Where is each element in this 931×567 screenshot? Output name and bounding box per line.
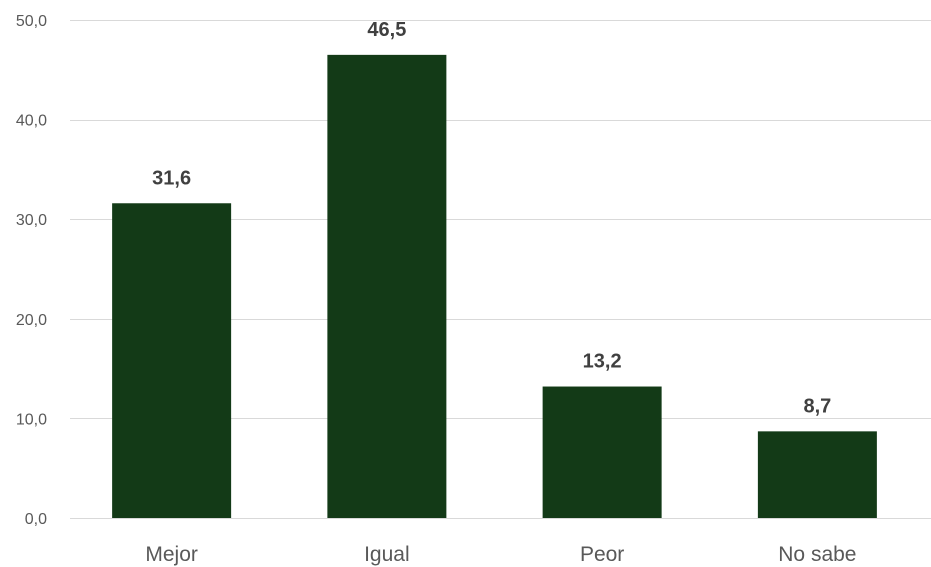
y-tick-label: 10,0 <box>16 411 47 428</box>
y-tick-label: 50,0 <box>16 13 47 30</box>
y-tick-label: 40,0 <box>16 113 47 130</box>
data-label: 8,7 <box>803 395 831 417</box>
data-labels: 31,6 46,5 13,2 8,7 <box>152 19 831 417</box>
y-tick-label: 20,0 <box>16 312 47 329</box>
bar <box>112 203 232 518</box>
x-tick-label: Mejor <box>145 543 198 566</box>
data-label: 13,2 <box>583 351 622 373</box>
x-tick-label: No sabe <box>778 543 856 566</box>
data-label: 46,5 <box>367 19 406 41</box>
bars <box>112 54 877 519</box>
x-axis-categories: Mejor Igual Peor No sabe <box>145 543 856 566</box>
y-tick-label: 30,0 <box>16 212 47 229</box>
x-tick-label: Igual <box>364 543 410 566</box>
y-axis-ticks: 0,0 10,0 20,0 30,0 40,0 50,0 <box>16 13 47 528</box>
x-tick-label: Peor <box>580 543 624 566</box>
bar <box>757 431 877 518</box>
data-label: 31,6 <box>152 167 191 189</box>
bar <box>327 54 447 519</box>
bar <box>542 386 662 518</box>
y-tick-label: 0,0 <box>25 511 47 528</box>
